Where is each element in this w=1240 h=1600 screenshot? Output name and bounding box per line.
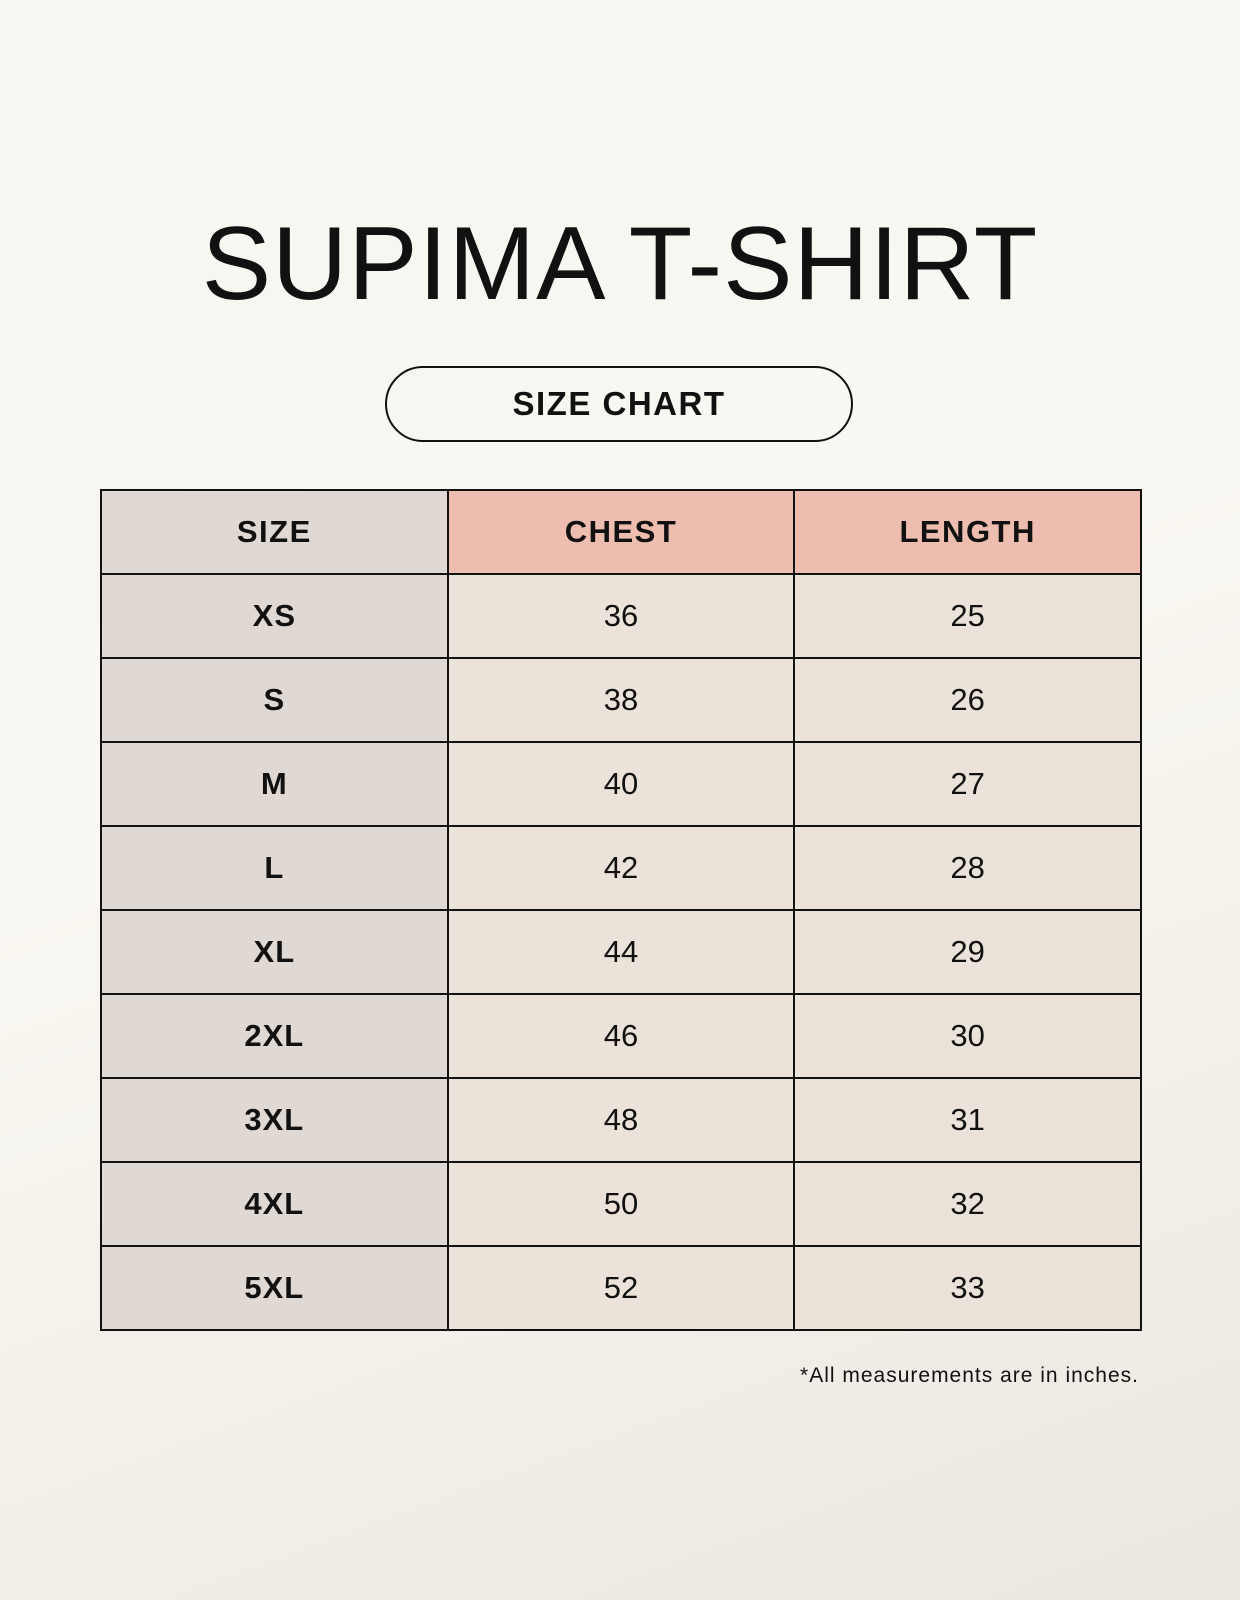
size-cell: 5XL (100, 1245, 449, 1331)
page-title: SUPIMA T-SHIRT (201, 206, 1039, 322)
chest-cell: 40 (446, 741, 796, 827)
table-row: XL 44 29 (100, 909, 1142, 995)
size-cell: XS (100, 573, 449, 659)
chest-cell: 44 (446, 909, 796, 995)
length-cell: 33 (793, 1245, 1142, 1331)
size-chart-table: SIZE CHEST LENGTH XS 36 25 S 38 26 M 40 27 L 42 28 X… (100, 489, 1142, 1331)
size-cell: XL (100, 909, 449, 995)
size-cell: L (100, 825, 449, 911)
table-row: XS 36 25 (100, 573, 1142, 659)
chest-cell: 48 (446, 1077, 796, 1163)
header-length: LENGTH (793, 489, 1142, 575)
header-size: SIZE (100, 489, 449, 575)
length-cell: 30 (793, 993, 1142, 1079)
chest-cell: 52 (446, 1245, 796, 1331)
chest-cell: 38 (446, 657, 796, 743)
length-cell: 26 (793, 657, 1142, 743)
chest-cell: 42 (446, 825, 796, 911)
size-cell: 4XL (100, 1161, 449, 1247)
length-cell: 31 (793, 1077, 1142, 1163)
table-row: S 38 26 (100, 657, 1142, 743)
table-row: 2XL 46 30 (100, 993, 1142, 1079)
size-cell: 3XL (100, 1077, 449, 1163)
length-cell: 29 (793, 909, 1142, 995)
length-cell: 32 (793, 1161, 1142, 1247)
chest-cell: 50 (446, 1161, 796, 1247)
size-cell: 2XL (100, 993, 449, 1079)
chest-cell: 36 (446, 573, 796, 659)
size-chart-label: SIZE CHART (385, 366, 853, 442)
size-cell: M (100, 741, 449, 827)
footnote: *All measurements are in inches. (800, 1364, 1139, 1387)
header-chest: CHEST (446, 489, 796, 575)
table-header-row: SIZE CHEST LENGTH (100, 489, 1142, 575)
table-row: 5XL 52 33 (100, 1245, 1142, 1331)
table-row: 3XL 48 31 (100, 1077, 1142, 1163)
size-cell: S (100, 657, 449, 743)
length-cell: 25 (793, 573, 1142, 659)
length-cell: 28 (793, 825, 1142, 911)
table-row: M 40 27 (100, 741, 1142, 827)
table-row: L 42 28 (100, 825, 1142, 911)
length-cell: 27 (793, 741, 1142, 827)
table-row: 4XL 50 32 (100, 1161, 1142, 1247)
chest-cell: 46 (446, 993, 796, 1079)
